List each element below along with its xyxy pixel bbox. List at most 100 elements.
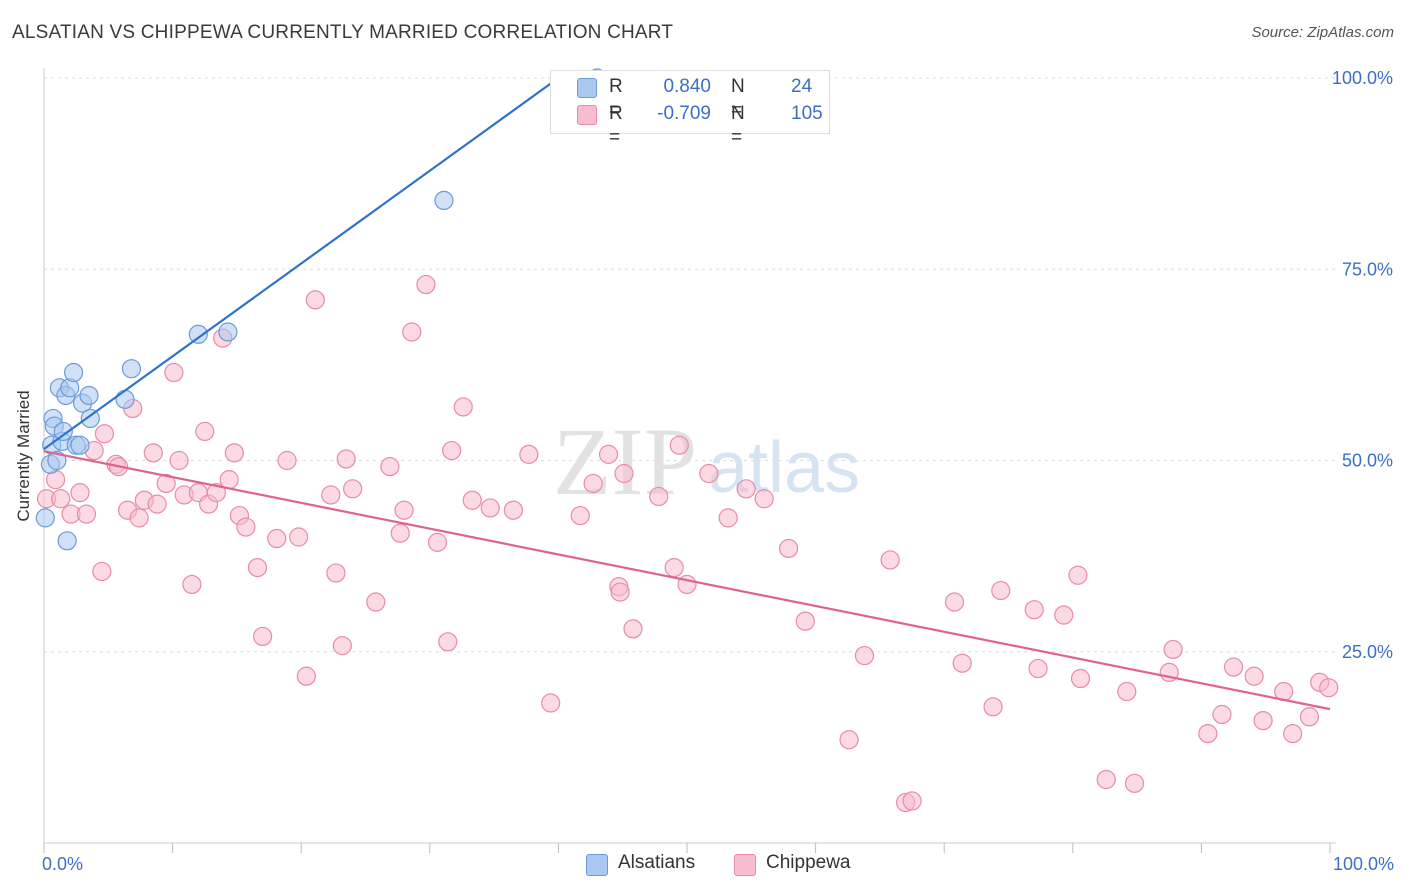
chippewa-point-41 xyxy=(336,449,356,469)
chippewa-point-91 xyxy=(1124,773,1145,793)
chippewa-point-96 xyxy=(1223,657,1244,677)
chippewa-point-63 xyxy=(614,463,634,484)
chippewa-point-57 xyxy=(541,693,561,713)
chippewa-point-73 xyxy=(778,538,799,559)
chippewa-point-48 xyxy=(416,274,436,295)
alsatian-point-10 xyxy=(57,531,77,551)
alsatian-swatch xyxy=(577,78,597,98)
watermark-atlas: atlas xyxy=(708,428,860,508)
chippewa-point-2 xyxy=(51,489,71,509)
alsatian-point-16 xyxy=(79,385,99,406)
chippewa-point-42 xyxy=(343,479,363,499)
chippewa-n-label: N = xyxy=(731,103,745,148)
chippewa-point-16 xyxy=(147,494,167,514)
alsatian-n-label: N = xyxy=(731,76,745,121)
axes xyxy=(43,68,1336,844)
x-ticks xyxy=(43,843,1331,853)
alsatian-r-value: 0.840 xyxy=(663,76,711,97)
chippewa-point-72 xyxy=(754,489,774,509)
chippewa-point-59 xyxy=(583,473,603,494)
chippewa-point-47 xyxy=(402,322,422,342)
alsatian-n-value: 24 xyxy=(791,76,813,97)
chippewa-point-98 xyxy=(1253,710,1273,731)
x-tick-label-max: 100.0% xyxy=(1333,854,1394,874)
y-tick-label-100: 100.0% xyxy=(1332,68,1393,88)
chippewa-point-85 xyxy=(1028,658,1048,679)
chippewa-point-54 xyxy=(480,498,500,518)
chippewa-point-23 xyxy=(195,421,215,442)
grid-lines xyxy=(44,77,1336,653)
chippewa-point-86 xyxy=(1054,605,1074,625)
chippewa-point-75 xyxy=(839,730,859,750)
chippewa-point-21 xyxy=(182,574,202,595)
chippewa-point-38 xyxy=(321,485,341,505)
chippewa-point-34 xyxy=(277,450,297,471)
chart-title: ALSATIAN VS CHIPPEWA CURRENTLY MARRIED C… xyxy=(12,22,674,43)
chippewa-point-76 xyxy=(854,645,875,666)
trend-lines xyxy=(43,77,1331,711)
alsatian-point-21 xyxy=(218,322,238,342)
chippewa-point-82 xyxy=(983,697,1003,717)
chippewa-point-13 xyxy=(129,508,149,528)
chippewa-point-45 xyxy=(390,523,410,543)
chippewa-point-94 xyxy=(1198,724,1218,744)
chippewa-point-43 xyxy=(366,592,386,612)
chippewa-point-62 xyxy=(610,582,630,602)
chippewa-point-4 xyxy=(70,483,90,503)
chippewa-point-66 xyxy=(664,557,684,578)
x-tick-label-min: 0.0% xyxy=(42,854,83,874)
chippewa-point-70 xyxy=(718,508,738,528)
watermark: ZIP atlas xyxy=(553,408,860,515)
y-tick-labels: 25.0% 50.0% 75.0% 100.0% xyxy=(1332,68,1393,662)
chippewa-point-95 xyxy=(1212,704,1232,725)
chippewa-point-51 xyxy=(442,440,462,461)
alsatian-point-0 xyxy=(35,508,55,528)
y-tick-label-25: 25.0% xyxy=(1342,642,1393,662)
chippewa-swatch xyxy=(577,105,597,125)
alsatian-points xyxy=(35,68,607,551)
chippewa-point-44 xyxy=(380,457,400,477)
chippewa-point-49 xyxy=(427,532,448,552)
chippewa-point-90 xyxy=(1117,681,1137,702)
chippewa-trend-line xyxy=(43,450,1331,711)
chippewa-point-97 xyxy=(1244,666,1264,686)
source-credit: Source: ZipAtlas.com xyxy=(1251,24,1394,41)
chippewa-point-7 xyxy=(92,561,112,582)
y-axis-label: Currently Married xyxy=(14,390,33,522)
y-tick-label-50: 50.0% xyxy=(1342,451,1393,471)
chippewa-point-101 xyxy=(1299,707,1320,727)
chippewa-legend-swatch xyxy=(734,854,756,876)
correlation-legend: R = 0.840 N = 24 R = -0.709 N = 105 xyxy=(550,70,830,148)
chippewa-legend-label: Chippewa xyxy=(766,852,851,873)
alsatian-point-8 xyxy=(53,421,73,442)
chippewa-point-87 xyxy=(1068,565,1088,585)
chippewa-point-40 xyxy=(332,636,352,656)
chippewa-point-30 xyxy=(236,517,256,537)
chippewa-n-value: 105 xyxy=(791,103,823,124)
chippewa-point-39 xyxy=(326,563,346,583)
chippewa-point-79 xyxy=(902,791,922,811)
chippewa-point-88 xyxy=(1070,668,1091,689)
alsatian-point-20 xyxy=(188,324,208,344)
chippewa-point-93 xyxy=(1163,639,1183,660)
chippewa-point-35 xyxy=(289,527,309,547)
chippewa-point-28 xyxy=(224,443,244,463)
alsatians-legend-label: Alsatians xyxy=(618,852,696,873)
chippewa-point-32 xyxy=(253,626,273,647)
chippewa-point-55 xyxy=(503,500,523,520)
alsatian-r-label: R = xyxy=(609,76,623,121)
y-tick-label-75: 75.0% xyxy=(1342,259,1393,279)
chippewa-point-5 xyxy=(76,504,97,524)
chippewa-point-67 xyxy=(669,435,689,455)
chippewa-point-33 xyxy=(267,528,287,549)
chippewa-points xyxy=(36,274,1339,813)
alsatian-point-17 xyxy=(80,408,100,429)
chippewa-point-15 xyxy=(143,443,163,463)
chippewa-point-31 xyxy=(247,557,268,578)
chippewa-point-18 xyxy=(164,362,184,383)
chippewa-point-74 xyxy=(795,611,815,631)
chippewa-point-27 xyxy=(219,470,239,490)
chippewa-r-value: -0.709 xyxy=(657,103,711,124)
alsatian-point-5 xyxy=(47,450,67,471)
